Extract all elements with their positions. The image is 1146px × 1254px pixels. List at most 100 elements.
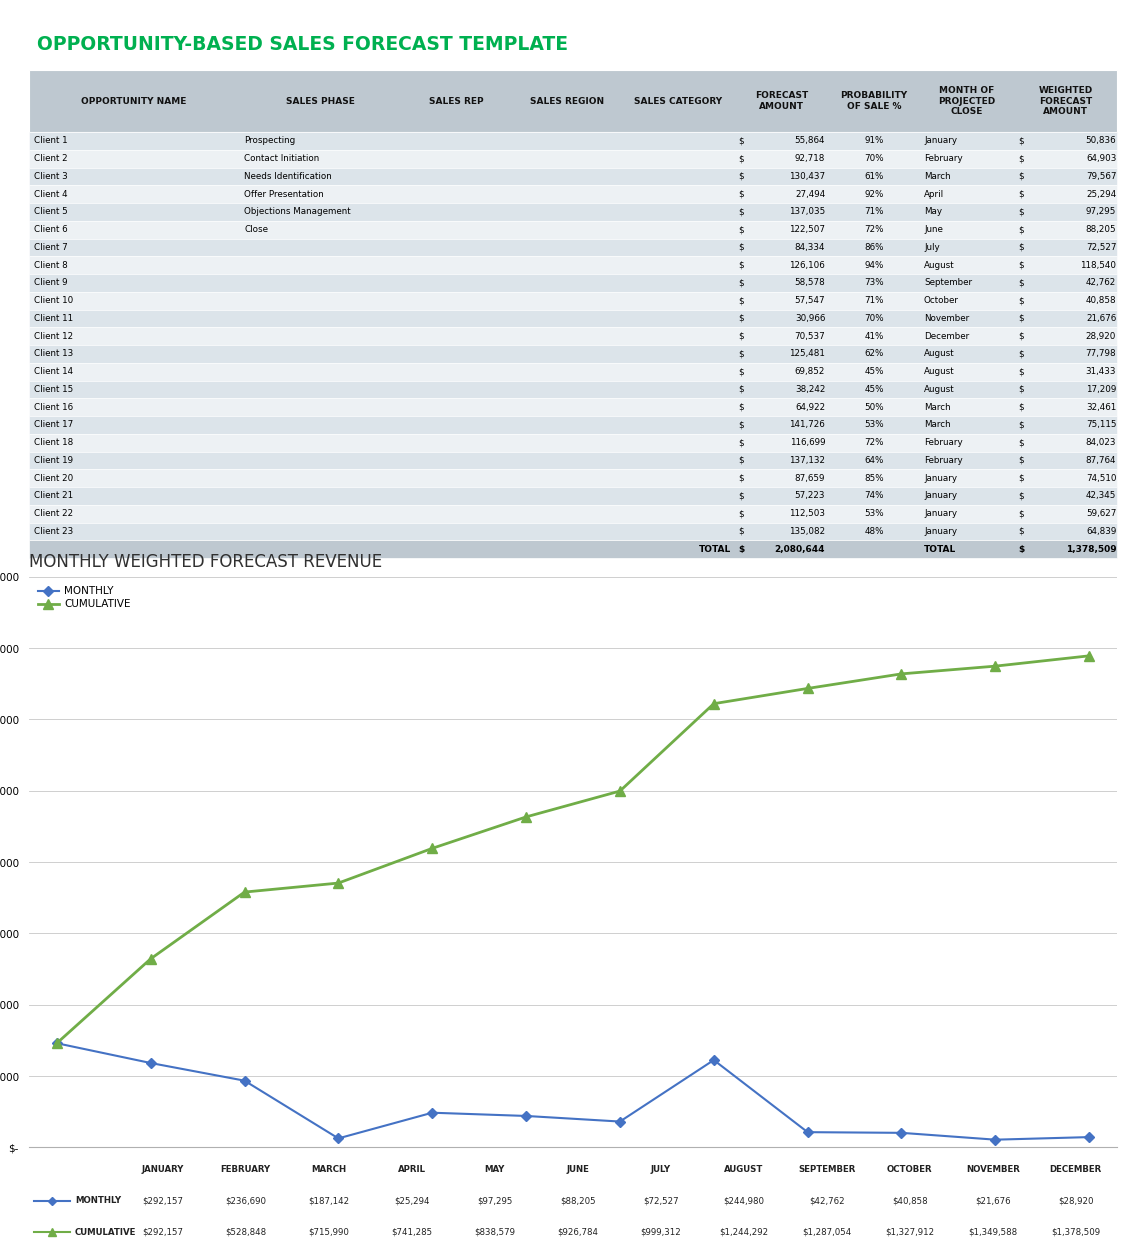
Text: April: April [924,189,944,198]
Text: June: June [924,226,943,234]
Text: November: November [924,314,970,324]
Text: $: $ [738,509,744,518]
Text: January: January [924,137,957,145]
Text: 130,437: 130,437 [790,172,825,181]
Text: $: $ [738,314,744,324]
Text: SEPTEMBER: SEPTEMBER [798,1165,856,1174]
Text: 141,726: 141,726 [790,420,825,429]
Bar [29,487,1117,505]
Line: CUMULATIVE: CUMULATIVE [52,651,1094,1048]
Text: 88,205: 88,205 [1085,226,1116,234]
Text: 55,864: 55,864 [794,137,825,145]
Text: Close: Close [244,226,268,234]
Text: 42,345: 42,345 [1086,492,1116,500]
Bar [29,523,1117,540]
Text: $: $ [738,243,744,252]
Text: $: $ [1019,385,1025,394]
Text: $: $ [738,367,744,376]
Text: 38,242: 38,242 [795,385,825,394]
Text: 73%: 73% [864,278,884,287]
Text: $88,205: $88,205 [560,1196,596,1205]
Text: 94%: 94% [864,261,884,270]
Text: 1,378,509: 1,378,509 [1066,544,1116,554]
Text: 45%: 45% [864,385,884,394]
Text: $: $ [1019,154,1025,163]
MONTHLY [425,1105,439,1120]
Bar [29,505,1117,523]
Text: March: March [924,420,950,429]
Text: OPPORTUNITY NAME: OPPORTUNITY NAME [81,97,187,105]
Text: September: September [924,278,972,287]
Text: Prospecting: Prospecting [244,137,296,145]
Text: 77,798: 77,798 [1085,350,1116,359]
Legend: MONTHLY, CUMULATIVE: MONTHLY, CUMULATIVE [34,582,135,613]
Bar [29,168,1117,186]
Text: 97,295: 97,295 [1086,207,1116,217]
Text: $: $ [738,261,744,270]
Text: 21,676: 21,676 [1086,314,1116,324]
Text: 69,852: 69,852 [795,367,825,376]
Text: $: $ [1019,420,1025,429]
Text: Client 11: Client 11 [34,314,73,324]
MONTHLY [143,1056,157,1071]
Text: 64,839: 64,839 [1086,527,1116,535]
Text: $: $ [1019,296,1025,305]
Text: $741,285: $741,285 [391,1228,432,1236]
Text: $: $ [1019,509,1025,518]
Text: 28,920: 28,920 [1086,331,1116,341]
Text: $: $ [738,403,744,411]
Text: FEBRUARY: FEBRUARY [221,1165,270,1174]
Text: CUMULATIVE: CUMULATIVE [74,1228,136,1236]
Text: 137,132: 137,132 [790,456,825,465]
Text: Client 23: Client 23 [34,527,73,535]
Text: TOTAL: TOTAL [924,544,956,554]
Text: Needs Identification: Needs Identification [244,172,332,181]
Text: 91%: 91% [864,137,884,145]
Bar [29,310,1117,327]
Bar [29,434,1117,451]
Text: $236,690: $236,690 [226,1196,266,1205]
Text: PROBABILITY
OF SALE %: PROBABILITY OF SALE % [840,92,908,110]
Text: $926,784: $926,784 [557,1228,598,1236]
MONTHLY [895,1125,909,1140]
Text: $: $ [1019,261,1025,270]
Text: 87,659: 87,659 [794,474,825,483]
Text: $: $ [1019,492,1025,500]
Text: Client 18: Client 18 [34,438,73,448]
Text: WEIGHTED
FORECAST
AMOUNT: WEIGHTED FORECAST AMOUNT [1038,87,1093,115]
Text: $715,990: $715,990 [308,1228,350,1236]
Text: Client 19: Client 19 [34,456,73,465]
Text: $25,294: $25,294 [394,1196,430,1205]
Text: $292,157: $292,157 [142,1196,183,1205]
Text: $1,244,292: $1,244,292 [720,1228,768,1236]
Text: 92,718: 92,718 [795,154,825,163]
Text: January: January [924,474,957,483]
Text: $42,762: $42,762 [809,1196,845,1205]
Text: Client 10: Client 10 [34,296,73,305]
Line: MONTHLY: MONTHLY [54,1040,1092,1144]
Text: 125,481: 125,481 [790,350,825,359]
Text: $244,980: $244,980 [723,1196,764,1205]
Text: 84,334: 84,334 [794,243,825,252]
Text: 135,082: 135,082 [790,527,825,535]
Text: 61%: 61% [864,172,884,181]
Text: FORECAST
AMOUNT: FORECAST AMOUNT [755,92,808,110]
CUMULATIVE [237,884,251,899]
Text: 64%: 64% [864,456,884,465]
Text: May: May [924,207,942,217]
Text: Client 5: Client 5 [34,207,68,217]
Text: Client 3: Client 3 [34,172,68,181]
Text: 74%: 74% [864,492,884,500]
Text: 53%: 53% [864,420,884,429]
Text: 72%: 72% [864,438,884,448]
Text: March: March [924,403,950,411]
Text: MONTHLY: MONTHLY [74,1196,121,1205]
Text: March: March [924,172,950,181]
Text: Client 9: Client 9 [34,278,68,287]
MONTHLY [707,1052,721,1067]
Text: Client 17: Client 17 [34,420,73,429]
Text: $838,579: $838,579 [474,1228,516,1236]
Bar [29,221,1117,238]
Text: December: December [924,331,970,341]
MONTHLY [519,1109,533,1124]
